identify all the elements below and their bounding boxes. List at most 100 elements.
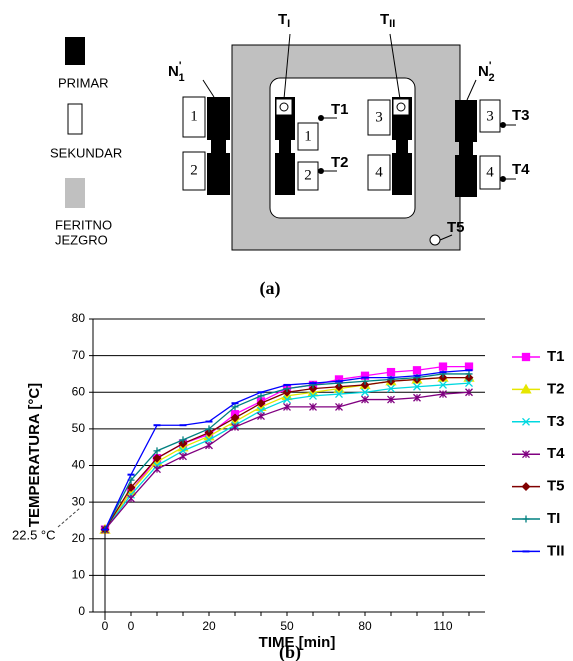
marker — [308, 384, 318, 394]
marker — [231, 423, 239, 432]
marker — [387, 395, 395, 404]
primary-coil — [207, 97, 230, 195]
marker — [522, 515, 530, 523]
lead — [283, 33, 291, 100]
marker — [205, 425, 213, 433]
x-tick-label: 20 — [202, 619, 216, 633]
marker — [335, 390, 343, 399]
marker — [283, 395, 291, 404]
legend-label: JEZGRO — [55, 232, 108, 247]
y-tick-label: 10 — [72, 568, 86, 582]
coil-number: 4 — [375, 164, 383, 180]
marker — [465, 388, 473, 397]
marker — [439, 390, 447, 399]
marker — [521, 482, 531, 492]
marker — [126, 483, 136, 492]
marker — [309, 391, 317, 400]
marker — [283, 402, 291, 411]
marker — [153, 447, 161, 455]
marker — [179, 436, 187, 444]
secondary-coil — [479, 99, 501, 133]
x-tick-label: 0 — [102, 619, 109, 633]
legend-label: FERITNO — [55, 217, 112, 232]
probe-label: T2 — [331, 154, 349, 171]
lead — [389, 33, 401, 100]
marker — [360, 380, 370, 390]
marker — [257, 392, 265, 400]
coil-number: 3 — [375, 109, 383, 125]
coil-number: 1 — [304, 128, 312, 144]
marker — [282, 387, 292, 397]
sensor — [392, 98, 410, 116]
marker — [522, 450, 530, 459]
x-tick-label: 0 — [128, 619, 135, 633]
marker — [361, 377, 369, 385]
secondary-coil — [297, 122, 319, 151]
sensor — [396, 102, 406, 112]
y-tick-label: 60 — [72, 384, 86, 398]
y-tick-label: 50 — [72, 421, 86, 435]
marker — [521, 352, 531, 362]
probe-lead — [439, 234, 453, 241]
marker — [334, 382, 344, 392]
y-tick-label: 70 — [72, 348, 86, 362]
primary-coil — [392, 97, 412, 195]
marker — [387, 384, 395, 393]
marker — [438, 373, 448, 383]
marker — [361, 388, 369, 397]
legend-label: T2 — [547, 380, 565, 397]
thermocouple-label: TI — [278, 11, 290, 30]
marker — [438, 362, 448, 371]
legend-label: T4 — [547, 445, 565, 462]
marker — [465, 379, 473, 388]
legend-label: T5 — [547, 478, 565, 495]
lead — [202, 79, 215, 98]
y-tick-label: 0 — [78, 604, 85, 618]
x-tick-label: 80 — [358, 619, 372, 633]
secondary-coil — [367, 154, 391, 191]
legend-label: TII — [547, 542, 565, 559]
coil-number: 1 — [190, 108, 198, 124]
marker — [412, 366, 422, 375]
x-tick-label: 50 — [280, 619, 294, 633]
marker — [413, 393, 421, 402]
caption: (a) — [260, 278, 281, 299]
coil-number: 3 — [486, 108, 494, 124]
winding-label: N' 2 — [478, 60, 495, 84]
legend-label: T1 — [547, 348, 565, 365]
probe-dot — [429, 234, 441, 246]
x-tick-label: 110 — [433, 619, 452, 633]
probe-label: T5 — [447, 219, 465, 236]
marker — [465, 370, 473, 378]
marker — [127, 494, 135, 503]
probe-label: T4 — [512, 161, 530, 178]
secondary-coil — [182, 96, 206, 138]
secondary-swatch — [67, 103, 83, 135]
marker — [386, 367, 396, 377]
marker — [335, 402, 343, 411]
secondary-coil — [367, 99, 391, 136]
marker — [205, 441, 213, 450]
legend-label: SEKUNDAR — [50, 145, 122, 160]
marker — [283, 385, 291, 393]
coil-number: 4 — [486, 164, 494, 180]
caption: (b) — [279, 642, 301, 661]
marker — [464, 373, 474, 383]
winding-label: N' 1 — [168, 60, 185, 84]
y-axis-title: TEMPERATURA [°C] — [26, 383, 43, 527]
legend-label: PRIMAR — [58, 75, 109, 90]
y-tick-label: 80 — [72, 311, 86, 325]
secondary-coil — [182, 151, 206, 191]
marker — [178, 439, 188, 448]
legend-label: TI — [547, 510, 560, 527]
marker — [439, 380, 447, 389]
marker — [522, 417, 530, 426]
probe-label: T3 — [512, 107, 530, 124]
marker — [152, 453, 162, 463]
marker — [256, 398, 266, 408]
primary-coil — [275, 97, 295, 195]
core-swatch — [65, 178, 85, 208]
sensor — [279, 102, 289, 112]
secondary-coil — [297, 161, 319, 191]
